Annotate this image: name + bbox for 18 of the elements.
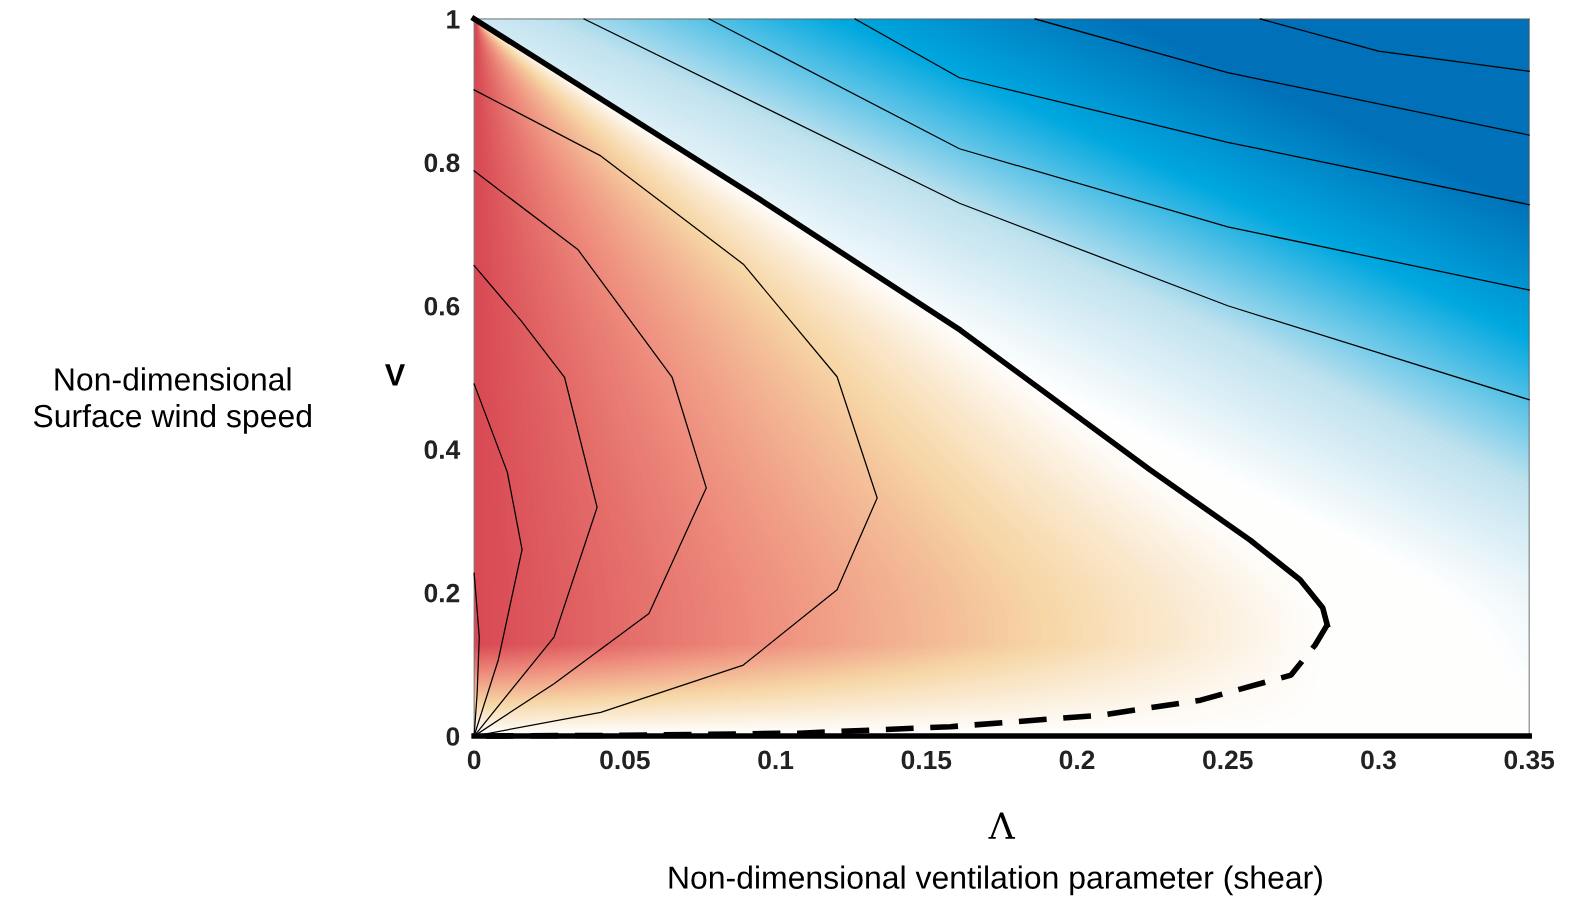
y-tick-label: 1 — [447, 10, 460, 29]
y-axis-title: V — [385, 364, 405, 386]
x-tick-label: 0 — [467, 750, 481, 770]
x-tick-label: 0.2 — [1059, 750, 1095, 770]
x-tick-label: 0.1 — [758, 750, 794, 770]
x-tick-label: 0.35 — [1504, 750, 1555, 770]
text: Non-dimensional ventilation parameter (shear) — [669, 865, 1322, 896]
y-tick-label: 0.8 — [424, 153, 460, 173]
x-tick-label: 0.25 — [1203, 750, 1253, 770]
x-tick-label: 0.05 — [600, 750, 650, 770]
x-axis-title: Λ — [988, 812, 1016, 839]
y-tick-label: 0.4 — [424, 440, 461, 460]
y-tick-label: 0.2 — [424, 583, 460, 603]
x-tick-label: 0.3 — [1361, 750, 1396, 770]
text: Non-dimensional Surface wind speed — [33, 367, 311, 434]
y-tick-label: 0 — [446, 727, 460, 746]
x-tick-label: 0.15 — [901, 750, 952, 770]
y-tick-label: 0.6 — [424, 296, 460, 316]
